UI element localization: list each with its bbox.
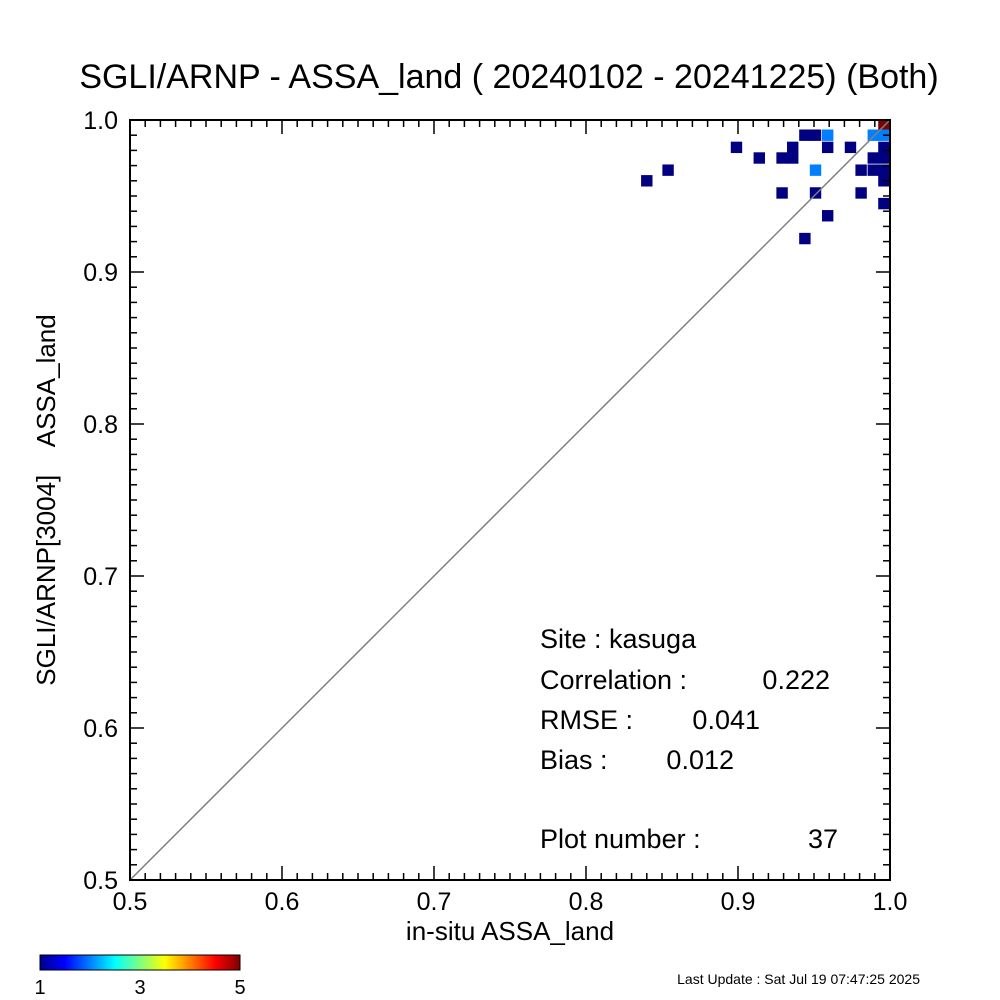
y-axis-label: SGLI/ARNP[3004] ASSA_land (31, 314, 61, 685)
y-tick-label: 0.9 (83, 259, 118, 287)
heatmap-cell (821, 141, 834, 154)
heatmap-cell (809, 187, 822, 199)
heatmap-cell (776, 187, 788, 199)
heatmap-cell (753, 152, 765, 164)
heatmap-cell (809, 164, 822, 176)
last-update-text: Last Update : Sat Jul 19 07:47:25 2025 (677, 971, 920, 987)
heatmap-cell (821, 129, 834, 141)
x-tick-label: 1.0 (873, 888, 908, 916)
heatmap-cell (867, 152, 879, 164)
rmse-label: RMSE : (540, 705, 633, 735)
tick-labels: 0.5 0.6 0.7 0.8 0.9 1.0 0.5 0.6 0.7 0.8 0.9 1.0 (83, 107, 907, 916)
heatmap-cell (776, 152, 788, 164)
rmse-value: 0.041 (692, 705, 760, 735)
correlation-value: 0.222 (762, 665, 830, 695)
heatmap-cell (809, 129, 822, 141)
heatmap-cells (641, 120, 890, 245)
heatmap-cell (787, 141, 799, 154)
y-tick-label: 0.5 (83, 867, 118, 895)
colorbar (39, 954, 241, 971)
chart-title: SGLI/ARNP - ASSA_land ( 20240102 - 20241… (79, 58, 938, 96)
x-tick-label: 0.6 (265, 888, 300, 916)
colorbar-tick-labels: 1 3 5 (34, 977, 245, 999)
heatmap-cell (878, 197, 890, 210)
heatmap-cell (787, 152, 799, 164)
y-tick-label: 0.7 (83, 563, 118, 591)
y-tick-label: 1.0 (83, 107, 118, 135)
x-tick-label: 0.8 (569, 888, 604, 916)
heatmap-cell (799, 129, 811, 141)
heatmap-cell (641, 175, 653, 187)
heatmap-cell (855, 164, 867, 176)
colorbar-tick-label: 1 (34, 977, 45, 999)
y-tick-label: 0.6 (83, 715, 118, 743)
heatmap-cell (855, 187, 867, 199)
heatmap-cell (878, 141, 890, 154)
y-tick-label: 0.8 (83, 411, 118, 439)
plot-number-label: Plot number : (540, 824, 701, 854)
bias-label: Bias : (540, 745, 608, 775)
heatmap-cell (878, 164, 890, 176)
heatmap-cell (662, 164, 674, 176)
heatmap-cell (867, 164, 879, 176)
x-tick-label: 0.5 (113, 888, 148, 916)
heatmap-cell (730, 141, 743, 154)
bias-value: 0.012 (666, 745, 734, 775)
x-tick-label: 0.9 (721, 888, 756, 916)
plot-number-value: 37 (808, 824, 838, 854)
heatmap-cell (799, 232, 811, 245)
one-to-one-line (129, 119, 891, 881)
correlation-label: Correlation : (540, 665, 687, 695)
heatmap-cell (867, 129, 879, 141)
site-label: Site : kasuga (540, 624, 697, 654)
heatmap-cell (821, 210, 834, 222)
heatmap-cell (878, 152, 890, 164)
x-axis-label: in-situ ASSA_land (406, 916, 614, 946)
colorbar-tick-label: 5 (234, 977, 245, 999)
heatmap-cell (844, 141, 857, 154)
x-tick-label: 0.7 (417, 888, 452, 916)
colorbar-tick-label: 3 (134, 977, 145, 999)
stats-box: Site : kasuga Correlation : 0.222 RMSE :… (540, 624, 838, 854)
axis-ticks (129, 119, 891, 881)
